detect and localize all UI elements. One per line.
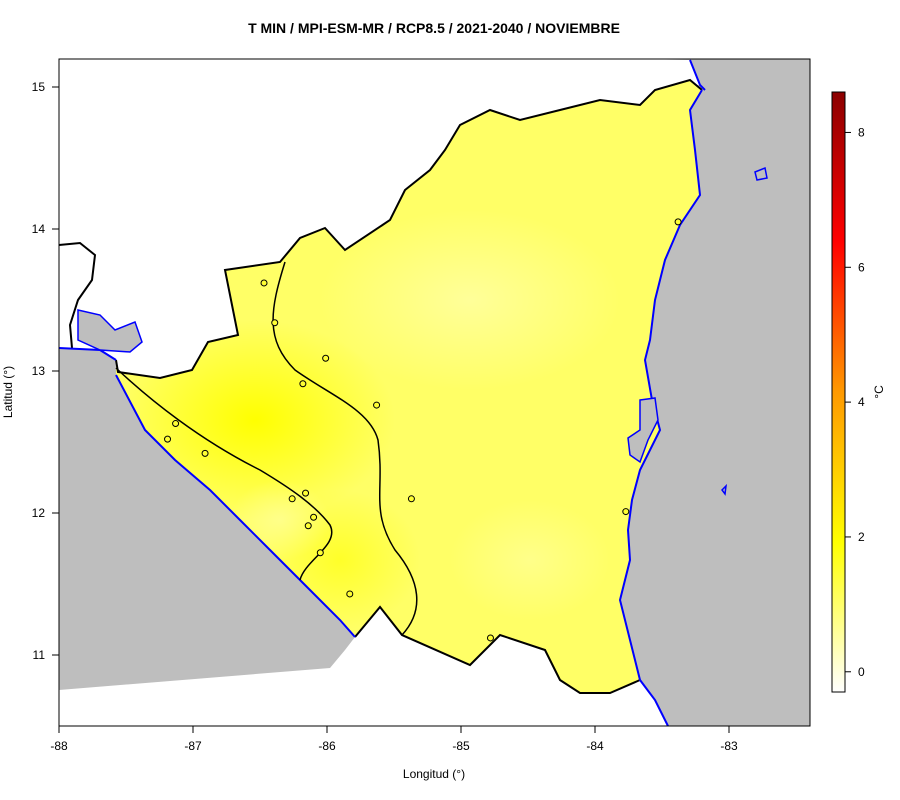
country-border xyxy=(115,78,703,694)
colorbar-unit: °C xyxy=(872,385,886,399)
x-tick-label: -83 xyxy=(720,739,738,753)
station-markers xyxy=(164,218,682,642)
colorbar-tick-label: 0 xyxy=(858,665,865,679)
station-marker xyxy=(271,319,279,327)
station-marker xyxy=(346,590,354,598)
station-marker xyxy=(201,449,209,457)
map-title: T MIN / MPI-ESM-MR / RCP8.5 / 2021-2040 … xyxy=(248,20,620,36)
x-tick-label: -86 xyxy=(318,739,336,753)
station-marker xyxy=(316,549,324,557)
y-tick-label: 11 xyxy=(33,648,46,662)
station-marker xyxy=(622,508,630,516)
y-tick-label: 13 xyxy=(32,364,46,378)
station-marker xyxy=(486,634,494,642)
station-marker xyxy=(674,218,682,226)
caribbean-islets xyxy=(721,166,768,496)
station-marker xyxy=(407,495,415,503)
colorbar-tick-label: 6 xyxy=(858,260,865,274)
station-marker xyxy=(310,513,318,521)
colorbar-tick-label: 8 xyxy=(858,125,865,139)
station-marker xyxy=(288,495,296,503)
y-tick-label: 14 xyxy=(32,222,46,236)
x-tick-label: -84 xyxy=(586,739,604,753)
y-axis-label: Latitud (°) xyxy=(1,366,15,418)
x-tick-label: -88 xyxy=(50,739,68,753)
x-tick-label: -87 xyxy=(184,739,202,753)
y-tick-label: 12 xyxy=(32,506,46,520)
station-marker xyxy=(304,522,312,530)
colorbar: 8 6 4 2 0 °C xyxy=(831,91,886,693)
y-axis: 15 14 13 12 11 Latitud (°) xyxy=(1,80,60,662)
neighbor-countries xyxy=(59,59,810,726)
station-marker xyxy=(172,420,180,428)
honduras-border xyxy=(58,241,97,349)
station-marker xyxy=(164,435,172,443)
gulf-fonseca xyxy=(77,309,143,353)
y-tick-label: 15 xyxy=(32,80,46,94)
contour-line xyxy=(115,367,333,581)
x-axis-label: Longitud (°) xyxy=(403,767,465,781)
colorbar-tick-label: 4 xyxy=(858,395,865,409)
station-marker xyxy=(373,401,381,409)
station-marker xyxy=(322,354,330,362)
x-tick-label: -85 xyxy=(452,739,470,753)
station-marker xyxy=(302,489,310,497)
colorbar-scale xyxy=(831,91,846,693)
station-marker xyxy=(299,380,307,388)
x-axis: -88 -87 -86 -85 -84 -83 Longitud (°) xyxy=(50,725,738,781)
pearl-lagoon xyxy=(627,397,659,464)
contour-line xyxy=(272,261,418,636)
colorbar-tick-label: 2 xyxy=(858,530,865,544)
station-marker xyxy=(260,279,268,287)
